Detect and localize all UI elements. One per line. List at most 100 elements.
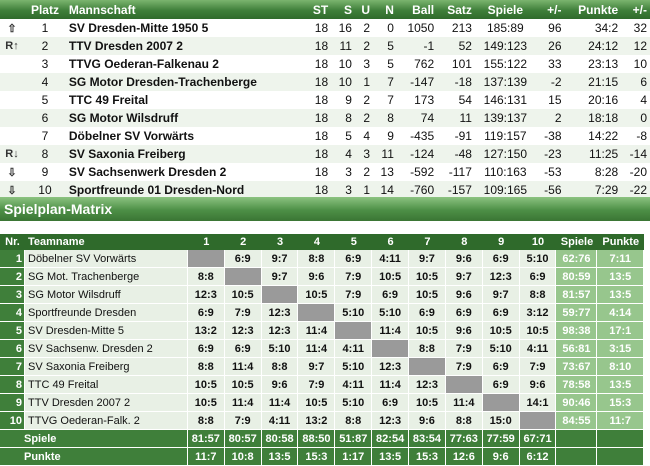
team-name: SG Motor Wilsdruff — [25, 286, 188, 304]
standings-header-cell: +/- — [621, 0, 650, 19]
result-cell: 6:9 — [187, 304, 225, 322]
matrix-header-cell: 3 — [261, 234, 299, 250]
ball-cell: -435 — [396, 127, 438, 145]
st-cell: 18 — [304, 163, 332, 181]
result-cell: 9:6 — [445, 250, 483, 268]
spiele-total: 59:77 — [556, 304, 598, 322]
footer-value: 80:57 — [224, 430, 262, 448]
result-cell: 11:4 — [298, 322, 336, 340]
n-cell: 13 — [373, 163, 397, 181]
team-name: SV Dresden-Mitte 1950 5 — [65, 19, 305, 37]
row-number: 7 — [0, 358, 25, 376]
n-cell: 0 — [373, 19, 397, 37]
result-cell: 12:3 — [224, 322, 262, 340]
result-cell: 11:4 — [372, 322, 410, 340]
result-cell: 12:3 — [187, 286, 225, 304]
ball-cell: 74 — [396, 109, 438, 127]
team-name: Sportfreunde 01 Dresden-Nord — [65, 181, 305, 199]
result-cell: 7:9 — [335, 286, 373, 304]
place-cell: 7 — [24, 127, 66, 145]
diagonal-cell — [482, 394, 520, 412]
diagonal-cell — [372, 340, 410, 358]
u-cell: 1 — [354, 181, 374, 199]
punkte-cell: 24:12 — [564, 37, 622, 55]
st-cell: 18 — [304, 127, 332, 145]
footer-value: 77:59 — [482, 430, 520, 448]
result-cell: 12:3 — [372, 358, 410, 376]
matrix-row: 8 TTC 49 Freital 10:5 10:5 9:6 7:9 4:11 11:4 12:… — [0, 376, 644, 394]
result-cell: 6:9 — [409, 304, 446, 322]
s-cell: 3 — [331, 163, 355, 181]
standings-header-cell: Satz — [437, 0, 475, 19]
standings-header-row: Platz Mannschaft ST S U N Ball Satz Spiele +/- Pun… — [0, 0, 650, 19]
standings-row: 3 TTVG Oederan-Falkenau 2 18 10 3 5 762 101 155:… — [0, 55, 650, 73]
punkte-cell: 34:2 — [564, 19, 622, 37]
matrix-body: 1 Döbelner SV Vorwärts 6:9 9:7 8:8 6:9 4:11 9:7… — [0, 250, 644, 466]
result-cell: 12:3 — [261, 304, 299, 322]
punkte-total: 15:3 — [597, 394, 644, 412]
matrix-row: 1 Döbelner SV Vorwärts 6:9 9:7 8:8 6:9 4:11 9:7… — [0, 250, 644, 268]
s-cell: 10 — [331, 73, 355, 91]
result-cell: 10:5 — [298, 286, 336, 304]
pdiff-cell: -14 — [621, 145, 650, 163]
punkte-cell: 23:13 — [564, 55, 622, 73]
matrix-header-cell: Teamname — [25, 234, 188, 250]
result-cell: 8:8 — [445, 412, 483, 430]
matrix-header-cell: 2 — [224, 234, 262, 250]
empty-icon — [0, 127, 24, 145]
matrix-row: 4 Sportfreunde Dresden 6:9 7:9 12:3 5:10 5:10 6… — [0, 304, 644, 322]
pdiff-cell: 12 — [621, 37, 650, 55]
pdiff-cell: 6 — [621, 73, 650, 91]
standings-body: ⇧ 1 SV Dresden-Mitte 1950 5 18 16 2 0 1050 213 18… — [0, 19, 650, 199]
result-cell: 4:11 — [335, 340, 373, 358]
result-cell: 8:8 — [298, 250, 336, 268]
team-name: SG Motor Wilsdruff — [65, 109, 305, 127]
spiele-total: 90:46 — [556, 394, 598, 412]
schedule-matrix: Nr. Teamname 1 2 3 4 5 6 7 8 9 10 Spiele Punkte 1 Döbe… — [0, 234, 644, 466]
standings-header-cell: Platz — [24, 0, 66, 19]
standings-header-cell: S — [331, 0, 355, 19]
row-number: 3 — [0, 286, 25, 304]
result-cell: 4:11 — [372, 250, 410, 268]
punkte-cell: 14:22 — [564, 127, 622, 145]
standings-header-cell: U — [354, 0, 374, 19]
result-cell: 11:4 — [298, 340, 336, 358]
result-cell: 8:8 — [187, 358, 225, 376]
row-number: 1 — [0, 250, 25, 268]
st-cell: 18 — [304, 91, 332, 109]
spiele-cell: 139:137 — [474, 109, 536, 127]
matrix-row: 5 SV Dresden-Mitte 5 13:2 12:3 12:3 11:4 11:4 1… — [0, 322, 644, 340]
standings-header-cell: ST — [304, 0, 332, 19]
standings-row: 7 Döbelner SV Vorwärts 18 5 4 9 -435 -91 119:157… — [0, 127, 650, 145]
result-cell: 8:8 — [519, 286, 557, 304]
result-cell: 9:6 — [445, 286, 483, 304]
place-cell: 6 — [24, 109, 66, 127]
st-cell: 18 — [304, 37, 332, 55]
footer-label: Spiele — [0, 430, 188, 448]
matrix-row: 2 SG Mot. Trachenberge 8:8 9:7 9:6 7:9 10:5 10:… — [0, 268, 644, 286]
result-cell: 8:8 — [261, 358, 299, 376]
st-cell: 18 — [304, 181, 332, 199]
result-cell: 9:7 — [261, 268, 299, 286]
team-name: SG Mot. Trachenberge — [25, 268, 188, 286]
team-name: SV Saxonia Freiberg — [25, 358, 188, 376]
punkte-cell: 7:29 — [564, 181, 622, 199]
relegation-down-icon: R↓ — [0, 145, 24, 163]
diff-cell: -53 — [535, 163, 565, 181]
result-cell: 9:6 — [261, 376, 299, 394]
result-cell: 7:9 — [224, 412, 262, 430]
result-cell: 7:9 — [335, 268, 373, 286]
result-cell: 6:9 — [187, 340, 225, 358]
n-cell: 5 — [373, 55, 397, 73]
result-cell: 14:1 — [519, 394, 557, 412]
result-cell: 12:3 — [482, 268, 520, 286]
punkte-total: 17:1 — [597, 322, 644, 340]
result-cell: 8:8 — [409, 340, 446, 358]
satz-cell: -18 — [437, 73, 475, 91]
matrix-header-cell: Spiele — [556, 234, 598, 250]
u-cell: 2 — [354, 19, 374, 37]
pdiff-cell: -22 — [621, 181, 650, 199]
place-cell: 3 — [24, 55, 66, 73]
spiele-cell: 155:122 — [474, 55, 536, 73]
satz-cell: -91 — [437, 127, 475, 145]
